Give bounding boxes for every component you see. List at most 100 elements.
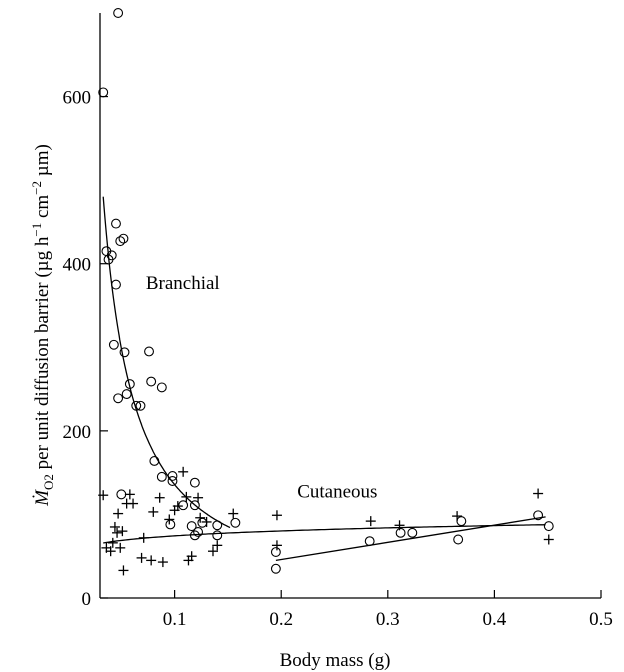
x-tick-label: 0.5 xyxy=(589,609,613,630)
circle-data-point xyxy=(197,517,208,528)
plus-data-point xyxy=(271,510,282,521)
circle-data-point xyxy=(108,339,119,350)
branchial-fit xyxy=(102,196,231,529)
circle-data-point xyxy=(106,250,117,261)
plus-data-point xyxy=(271,540,282,551)
y-tick-label: 0 xyxy=(82,589,92,610)
circle-data-point xyxy=(156,471,167,482)
plus-data-point xyxy=(148,506,159,517)
plus-data-point xyxy=(195,512,206,523)
circle-data-point xyxy=(119,347,130,358)
x-axis-title: Body mass (g) xyxy=(280,650,391,671)
circle-data-point xyxy=(135,400,146,411)
plus-data-point xyxy=(113,508,124,519)
plus-data-point xyxy=(157,557,168,568)
circle-data-point xyxy=(111,279,121,290)
circle-data-point xyxy=(121,389,132,400)
plus-data-point xyxy=(138,532,149,543)
y-tick-label: 600 xyxy=(63,88,92,109)
x-tick-label: 0.4 xyxy=(483,609,507,630)
plus-data-point xyxy=(117,526,128,537)
annotation-cutaneous: Cutaneous xyxy=(297,482,377,503)
plus-data-point xyxy=(164,514,175,525)
plus-data-point xyxy=(365,516,376,527)
y-axis-sup-2: −2 xyxy=(29,181,44,195)
y-axis-subscript: O2 xyxy=(41,474,56,490)
plus-data-point xyxy=(172,501,183,512)
plus-data-point xyxy=(124,489,135,500)
circle-data-point xyxy=(189,477,200,488)
y-axis-title: ṀO2 per unit diffusion barrier (µg h−1 c… xyxy=(29,144,56,507)
x-tick-label: 0.1 xyxy=(163,609,187,630)
circle-data-point xyxy=(118,233,129,244)
ticks: 0.1 0.2 0.3 0.4 0.5 0 200 400 600 xyxy=(63,88,613,630)
plus-data-point xyxy=(201,516,212,527)
circle-data-point xyxy=(533,510,544,521)
y-axis-end: µm) xyxy=(32,144,53,181)
circle-data-point xyxy=(156,382,167,393)
plus-data-point xyxy=(154,492,165,503)
y-tick-label: 400 xyxy=(63,255,92,276)
plot-area xyxy=(98,8,554,576)
circle-data-point xyxy=(113,393,124,404)
circle-data-point xyxy=(193,527,204,537)
plus-data-point xyxy=(394,520,405,531)
circle-data-point xyxy=(364,536,375,547)
circle-data-point xyxy=(270,563,281,574)
y-axis-text: per unit diffusion barrier (µg h xyxy=(32,236,53,474)
circle-data-point xyxy=(167,476,178,486)
circle-data-point xyxy=(178,500,189,511)
plus-data-point xyxy=(452,511,463,522)
plus-data-point xyxy=(228,508,239,519)
linear-fit xyxy=(275,516,546,562)
y-axis-symbol: Ṁ xyxy=(32,489,53,507)
cutaneous-fit xyxy=(103,524,546,544)
plus-data-point xyxy=(146,555,157,566)
annotations: Branchial Cutaneous xyxy=(146,273,378,503)
circle-data-point xyxy=(230,517,241,528)
circle-data-point xyxy=(456,516,467,527)
circle-data-point xyxy=(111,218,121,229)
plus-data-point xyxy=(107,537,118,548)
circle-data-point xyxy=(395,527,406,538)
circle-data-point xyxy=(167,471,178,481)
circle-data-point xyxy=(407,527,418,538)
plus-data-point xyxy=(105,546,116,557)
plus-data-point xyxy=(543,534,554,545)
plus-data-point xyxy=(207,546,218,557)
plus-data-point xyxy=(112,527,123,538)
plus-data-point xyxy=(128,498,139,509)
x-tick-label: 0.3 xyxy=(376,609,400,630)
annotation-branchial: Branchial xyxy=(146,273,220,294)
circle-data-point xyxy=(453,534,464,545)
plus-data-point xyxy=(109,521,120,532)
circle-data-point xyxy=(270,547,281,557)
plus-data-point xyxy=(115,542,126,553)
y-axis-sup-1: −1 xyxy=(29,223,44,237)
plus-data-point xyxy=(186,551,197,562)
circle-data-point xyxy=(115,236,126,247)
circle-data-point xyxy=(189,530,200,541)
circle-data-point xyxy=(131,400,142,411)
circle-data-point xyxy=(212,520,223,531)
y-tick-label: 200 xyxy=(63,422,92,443)
plus-data-point xyxy=(178,466,189,477)
circle-data-point xyxy=(189,500,200,511)
x-tick-label: 0.2 xyxy=(269,609,293,630)
plus-data-point xyxy=(193,492,204,503)
circle-data-point xyxy=(116,489,127,500)
axes xyxy=(99,13,601,599)
circle-data-point xyxy=(124,379,135,390)
plus-data-point xyxy=(181,491,192,502)
plus-data-point xyxy=(118,565,129,576)
circle-data-point xyxy=(186,521,197,532)
plus-data-point xyxy=(533,488,544,499)
plus-data-point xyxy=(136,552,147,563)
circle-data-point xyxy=(113,8,124,18)
circle-data-point xyxy=(543,521,554,532)
plus-data-point xyxy=(212,540,223,551)
circle-data-point xyxy=(144,346,154,357)
y-axis-mid: cm xyxy=(32,195,53,223)
circle-data-point xyxy=(212,530,223,541)
